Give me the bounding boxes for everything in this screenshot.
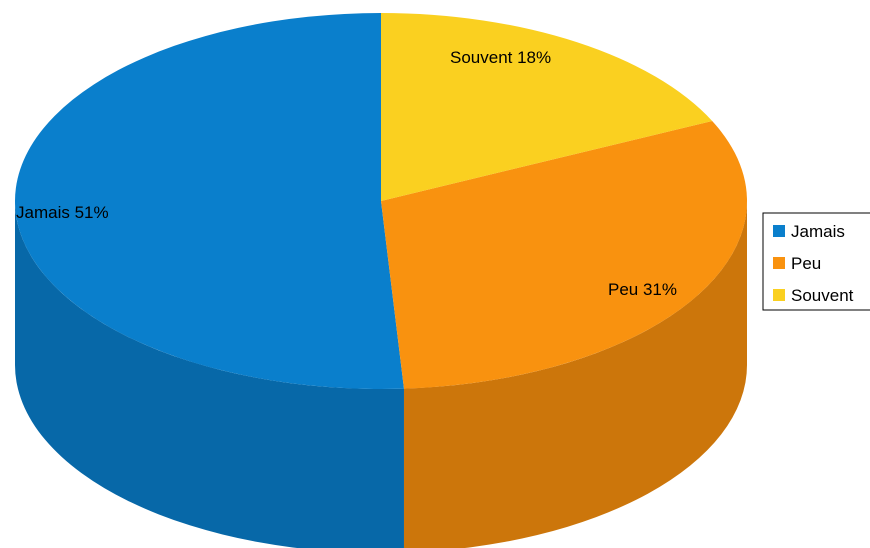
legend-label-peu: Peu [791, 254, 821, 273]
legend-label-souvent: Souvent [791, 286, 854, 305]
data-label-peu: Peu 31% [608, 280, 677, 299]
pie-slice-souvent [381, 13, 713, 201]
pie-side-jamais [15, 201, 404, 548]
pie-sides [15, 201, 747, 548]
pie-side-peu [403, 201, 747, 548]
legend-swatch-jamais [773, 225, 785, 237]
pie-slice-peu [381, 120, 747, 389]
data-labels: Jamais 51% Peu 31% Souvent 18% [16, 48, 677, 299]
legend: Jamais Peu Souvent [762, 212, 870, 311]
pie-slices [14, 13, 747, 389]
pie-slice-jamais [14, 13, 404, 389]
legend-swatch-souvent [773, 289, 785, 301]
legend-label-jamais: Jamais [791, 222, 845, 241]
data-label-souvent: Souvent 18% [450, 48, 551, 67]
legend-swatch-peu [773, 257, 785, 269]
data-label-jamais: Jamais 51% [16, 203, 109, 222]
